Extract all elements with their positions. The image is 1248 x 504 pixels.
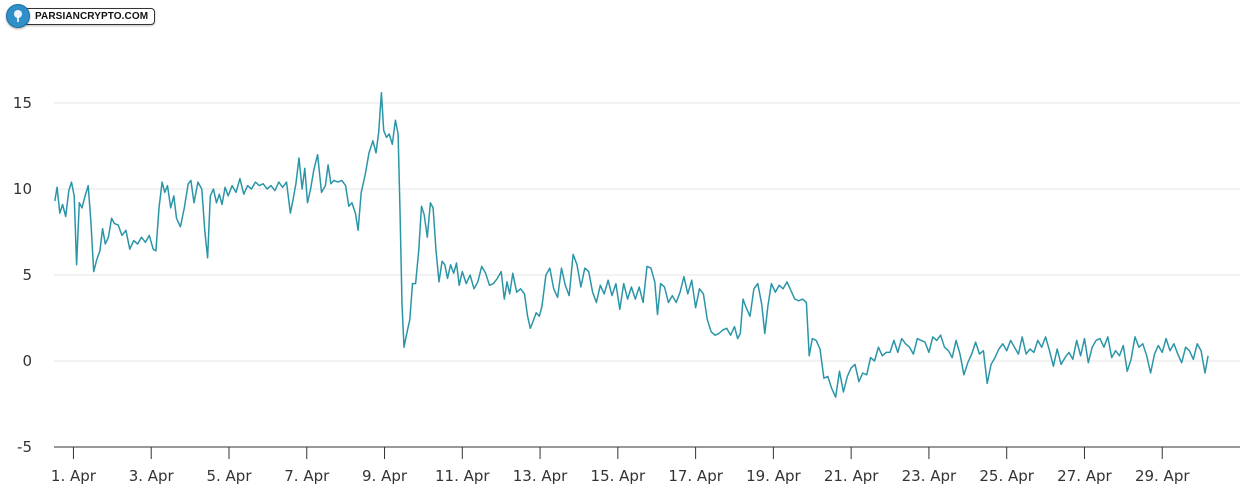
series-layer	[54, 91, 1209, 398]
series-line-0	[54, 91, 1209, 398]
x-tick-label: 5. Apr	[206, 467, 252, 485]
y-axis-ticks: -5 0 5 10 15	[13, 94, 32, 456]
x-tick-label: 25. Apr	[979, 467, 1034, 485]
y-tick-label: 5	[22, 266, 32, 284]
x-tick-label: 11. Apr	[435, 467, 490, 485]
y-tick-label: 15	[13, 94, 32, 112]
x-tick-label: 27. Apr	[1057, 467, 1112, 485]
x-tick-label: 23. Apr	[902, 467, 957, 485]
y-tick-label: -5	[17, 438, 32, 456]
grid-lines	[54, 102, 1240, 362]
x-tick-label: 1. Apr	[51, 467, 97, 485]
x-tick-label: 29. Apr	[1135, 467, 1190, 485]
watermark-text: PARSIANCRYPTO.COM	[24, 7, 156, 25]
tree-logo-icon	[6, 4, 30, 28]
x-axis: 1. Apr 3. Apr 5. Apr 7. Apr 9. Apr 11. Apr 13.…	[51, 446, 1240, 485]
y-tick-label: 10	[13, 180, 32, 198]
x-tick-label: 17. Apr	[668, 467, 723, 485]
x-tick-label: 7. Apr	[284, 467, 330, 485]
x-tick-label: 3. Apr	[129, 467, 175, 485]
watermark-logo: PARSIANCRYPTO.COM	[6, 4, 156, 28]
x-tick-label: 9. Apr	[362, 467, 408, 485]
x-tick-label: 15. Apr	[591, 467, 646, 485]
x-tick-label: 21. Apr	[824, 467, 879, 485]
x-tick-label: 19. Apr	[746, 467, 801, 485]
y-tick-label: 0	[22, 352, 32, 370]
x-tick-label: 13. Apr	[513, 467, 568, 485]
